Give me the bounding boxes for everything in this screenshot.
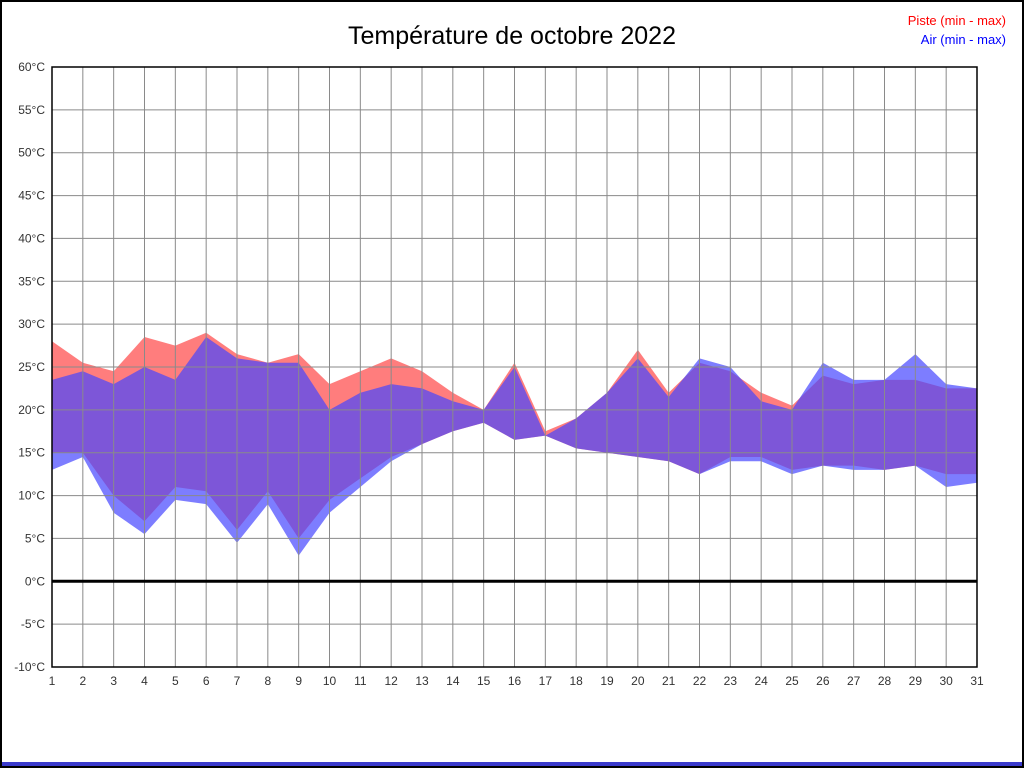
svg-text:15: 15 bbox=[477, 674, 491, 688]
svg-text:45°C: 45°C bbox=[18, 189, 45, 203]
svg-text:25°C: 25°C bbox=[18, 360, 45, 374]
svg-text:5: 5 bbox=[172, 674, 179, 688]
svg-text:12: 12 bbox=[384, 674, 398, 688]
svg-text:21: 21 bbox=[662, 674, 676, 688]
svg-text:23: 23 bbox=[724, 674, 738, 688]
legend: Piste (min - max) Air (min - max) bbox=[908, 12, 1006, 50]
svg-text:27: 27 bbox=[847, 674, 861, 688]
svg-text:1: 1 bbox=[49, 674, 56, 688]
svg-text:8: 8 bbox=[264, 674, 271, 688]
plot-border bbox=[51, 66, 978, 668]
svg-text:26: 26 bbox=[816, 674, 830, 688]
svg-text:40°C: 40°C bbox=[18, 231, 45, 245]
svg-text:28: 28 bbox=[878, 674, 892, 688]
svg-text:50°C: 50°C bbox=[18, 146, 45, 160]
svg-text:22: 22 bbox=[693, 674, 707, 688]
svg-text:2: 2 bbox=[79, 674, 86, 688]
svg-text:29: 29 bbox=[909, 674, 923, 688]
svg-text:-5°C: -5°C bbox=[21, 617, 45, 631]
svg-text:60°C: 60°C bbox=[18, 60, 45, 74]
x-axis-labels: 1 2 3 4 5 6 7 8 9 10 11 12 13 14 15 16 17 18 19 20 21 22 23 24 2… bbox=[49, 674, 984, 688]
grid bbox=[51, 66, 978, 668]
svg-text:10°C: 10°C bbox=[18, 489, 45, 503]
svg-text:3: 3 bbox=[110, 674, 117, 688]
svg-text:31: 31 bbox=[970, 674, 984, 688]
chart-title: Température de octobre 2022 bbox=[348, 22, 676, 50]
svg-text:16: 16 bbox=[508, 674, 522, 688]
legend-air-label: Air (min - max) bbox=[920, 31, 1006, 47]
svg-text:7: 7 bbox=[234, 674, 241, 688]
svg-text:0°C: 0°C bbox=[25, 574, 45, 588]
svg-text:-10°C: -10°C bbox=[14, 660, 45, 674]
svg-text:4: 4 bbox=[141, 674, 148, 688]
svg-text:18: 18 bbox=[569, 674, 583, 688]
air-band bbox=[52, 337, 977, 556]
svg-text:6: 6 bbox=[203, 674, 210, 688]
svg-text:20°C: 20°C bbox=[18, 403, 45, 417]
legend-piste-label: Piste (min - max) bbox=[907, 13, 1006, 28]
svg-text:30: 30 bbox=[939, 674, 953, 688]
svg-text:5°C: 5°C bbox=[25, 531, 45, 545]
svg-text:20: 20 bbox=[631, 674, 645, 688]
svg-text:17: 17 bbox=[539, 674, 553, 688]
svg-text:15°C: 15°C bbox=[18, 446, 45, 460]
bottom-border-bar bbox=[2, 762, 1022, 766]
svg-text:24: 24 bbox=[754, 674, 768, 688]
svg-text:30°C: 30°C bbox=[18, 317, 45, 331]
svg-text:10: 10 bbox=[323, 674, 337, 688]
svg-text:55°C: 55°C bbox=[18, 103, 45, 117]
svg-text:13: 13 bbox=[415, 674, 429, 688]
svg-text:19: 19 bbox=[600, 674, 614, 688]
y-axis-labels: -10°C -5°C 0°C 5°C 10°C 15°C 20°C 25°C 30°C 35°C 4… bbox=[14, 60, 45, 674]
svg-text:11: 11 bbox=[354, 674, 367, 688]
svg-text:25: 25 bbox=[785, 674, 799, 688]
svg-text:14: 14 bbox=[446, 674, 460, 688]
svg-text:9: 9 bbox=[295, 674, 302, 688]
svg-text:35°C: 35°C bbox=[18, 274, 45, 288]
